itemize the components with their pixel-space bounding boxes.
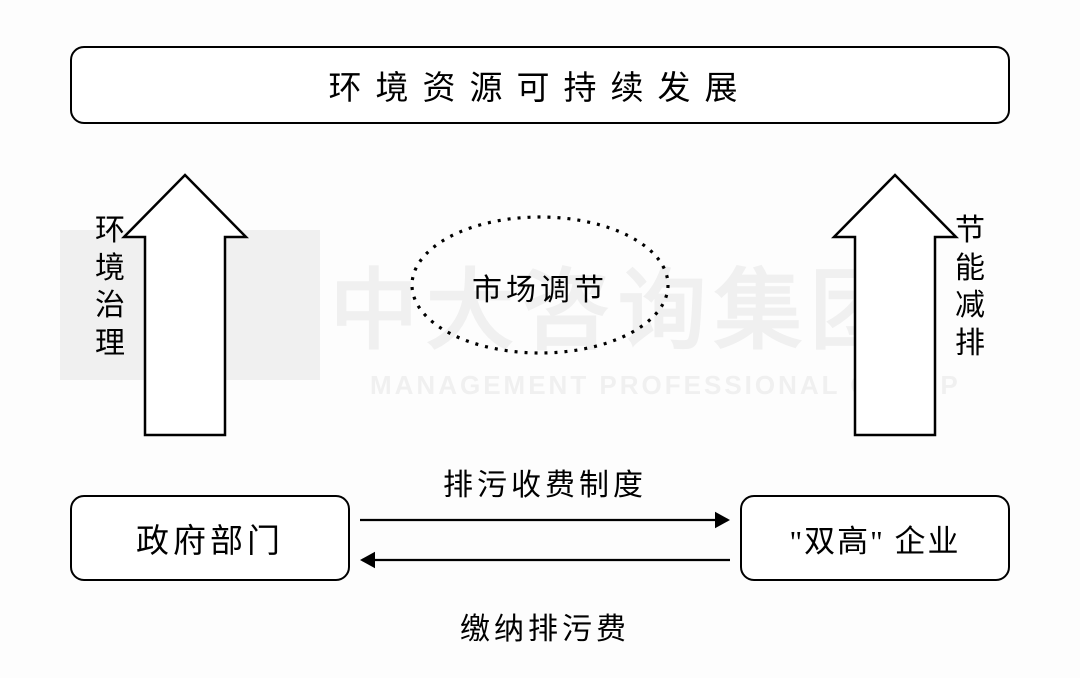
watermark-en: MANAGEMENT PROFESSIONAL GROUP [370, 370, 961, 401]
node-market-regulation-label: 市场调节 [420, 265, 660, 309]
node-government: 政府部门 [70, 495, 350, 581]
label-env-governance: 环境治理 [95, 212, 125, 362]
node-sustainable-dev-label: 环境资源可持续发展 [329, 61, 752, 109]
node-enterprise: "双高" 企业 [740, 495, 1010, 581]
node-government-label: 政府部门 [136, 514, 284, 562]
label-energy-saving: 节能减排 [955, 212, 985, 362]
arrow-gov-to-top [124, 175, 246, 435]
node-enterprise-label: "双高" 企业 [789, 516, 960, 561]
edge-gov-to-ent [360, 512, 730, 529]
node-sustainable-dev: 环境资源可持续发展 [70, 46, 1010, 124]
edge-label-fee-system: 排污收费制度 [385, 460, 705, 504]
edge-ent-to-gov [360, 552, 730, 569]
edge-label-pay-fee: 缴纳排污费 [385, 604, 705, 648]
arrow-ent-to-top [834, 175, 956, 435]
